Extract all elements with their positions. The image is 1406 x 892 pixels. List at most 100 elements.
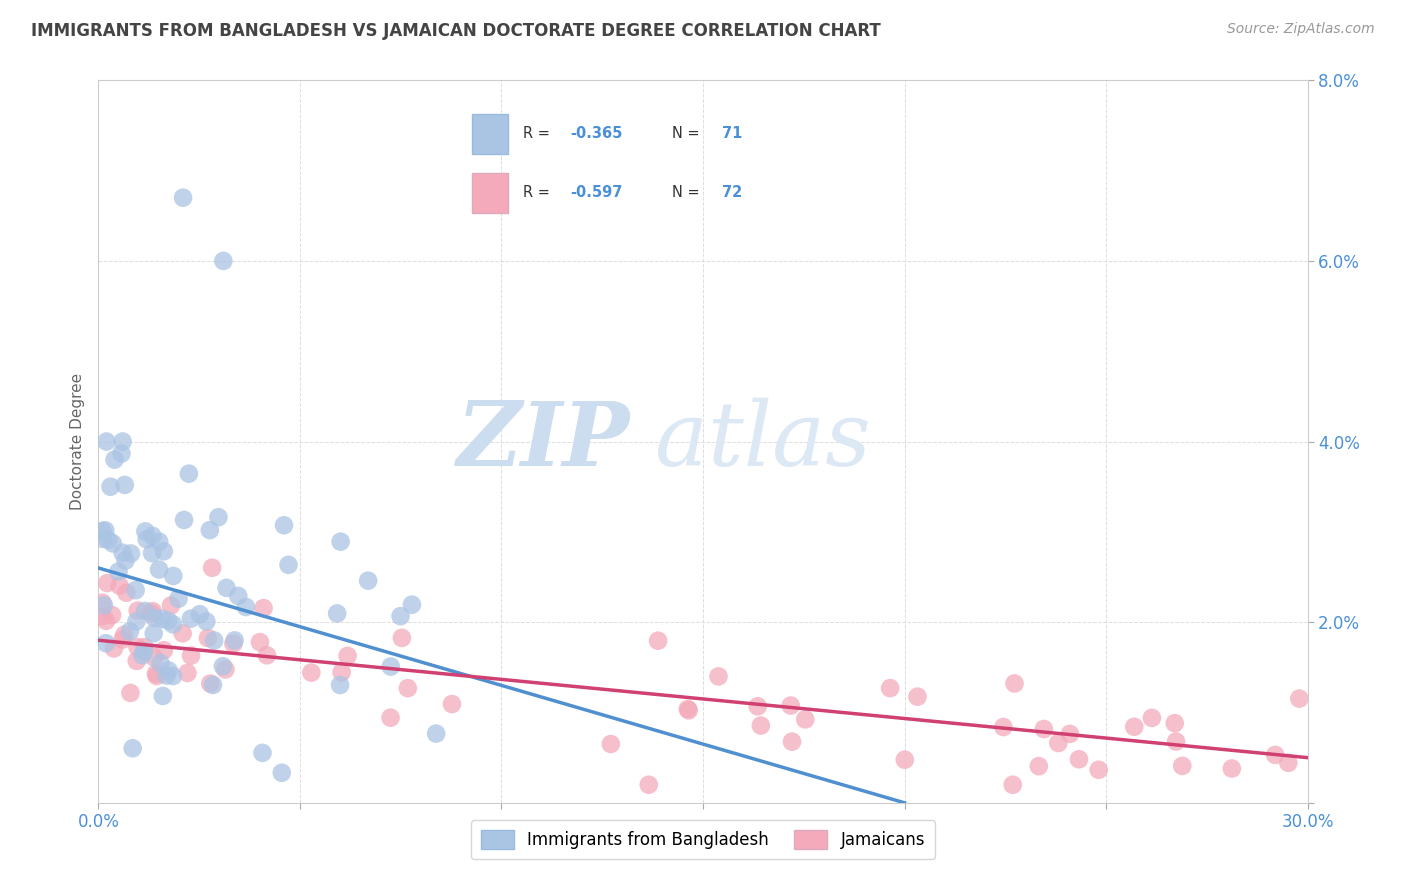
Point: [396, 681, 419, 695]
Point: [1059, 727, 1081, 741]
Point: [380, 711, 402, 725]
Point: [357, 574, 380, 588]
Point: [647, 633, 669, 648]
Point: [1264, 747, 1286, 762]
Point: [134, 640, 156, 654]
Point: [135, 533, 157, 547]
Point: [224, 633, 246, 648]
Point: [111, 434, 134, 449]
Point: [107, 565, 129, 579]
Point: [202, 633, 225, 648]
Point: [1288, 691, 1310, 706]
Point: [195, 615, 218, 629]
Point: [235, 599, 257, 614]
Point: [155, 668, 177, 682]
Point: [1028, 759, 1050, 773]
Point: [112, 628, 135, 642]
Point: [177, 467, 200, 481]
Point: [637, 778, 659, 792]
Point: [145, 669, 167, 683]
Legend: Immigrants from Bangladesh, Jamaicans: Immigrants from Bangladesh, Jamaicans: [471, 821, 935, 860]
Point: [1001, 778, 1024, 792]
Point: [172, 191, 194, 205]
Point: [167, 591, 190, 606]
Point: [149, 656, 172, 670]
Point: [1164, 716, 1187, 731]
Point: [214, 662, 236, 676]
Point: [226, 589, 249, 603]
Point: [180, 648, 202, 663]
Point: [125, 615, 148, 629]
Point: [180, 612, 202, 626]
Point: [153, 643, 176, 657]
Point: [120, 686, 142, 700]
Point: [160, 599, 183, 613]
Point: [114, 554, 136, 568]
Point: [894, 753, 917, 767]
Point: [200, 676, 222, 690]
Point: [162, 569, 184, 583]
Point: [134, 644, 156, 658]
Point: [336, 648, 359, 663]
Point: [100, 480, 122, 494]
Point: [676, 702, 699, 716]
Point: [252, 601, 274, 615]
Point: [141, 529, 163, 543]
Point: [401, 598, 423, 612]
Point: [1140, 711, 1163, 725]
Point: [391, 631, 413, 645]
Point: [148, 534, 170, 549]
Point: [215, 581, 238, 595]
Point: [94, 636, 117, 650]
Point: [142, 626, 165, 640]
Point: [270, 765, 292, 780]
Point: [145, 666, 167, 681]
Point: [212, 659, 235, 673]
Point: [127, 604, 149, 618]
Point: [121, 741, 143, 756]
Point: [111, 546, 134, 560]
Point: [879, 681, 901, 695]
Point: [127, 640, 149, 654]
Point: [93, 599, 115, 613]
Point: [97, 533, 120, 547]
Point: [780, 734, 803, 748]
Point: [678, 703, 700, 717]
Point: [1277, 756, 1299, 770]
Point: [91, 609, 114, 624]
Point: [91, 524, 114, 538]
Point: [201, 560, 224, 574]
Point: [91, 532, 114, 546]
Point: [111, 632, 134, 647]
Point: [162, 669, 184, 683]
Point: [114, 478, 136, 492]
Point: [1220, 762, 1243, 776]
Point: [173, 513, 195, 527]
Point: [749, 718, 772, 732]
Point: [1004, 676, 1026, 690]
Point: [277, 558, 299, 572]
Point: [94, 614, 117, 628]
Point: [118, 624, 141, 639]
Point: [326, 607, 349, 621]
Text: IMMIGRANTS FROM BANGLADESH VS JAMAICAN DOCTORATE DEGREE CORRELATION CHART: IMMIGRANTS FROM BANGLADESH VS JAMAICAN D…: [31, 22, 880, 40]
Point: [993, 720, 1015, 734]
Point: [101, 536, 124, 550]
Point: [125, 654, 148, 668]
Point: [1171, 759, 1194, 773]
Point: [143, 611, 166, 625]
Y-axis label: Doctorate Degree: Doctorate Degree: [69, 373, 84, 510]
Point: [157, 664, 180, 678]
Point: [94, 524, 117, 538]
Point: [115, 586, 138, 600]
Point: [794, 712, 817, 726]
Point: [141, 546, 163, 560]
Point: [157, 614, 180, 628]
Point: [110, 446, 132, 460]
Point: [330, 665, 353, 680]
Point: [440, 697, 463, 711]
Point: [207, 510, 229, 524]
Point: [176, 665, 198, 680]
Point: [707, 669, 730, 683]
Point: [134, 524, 156, 539]
